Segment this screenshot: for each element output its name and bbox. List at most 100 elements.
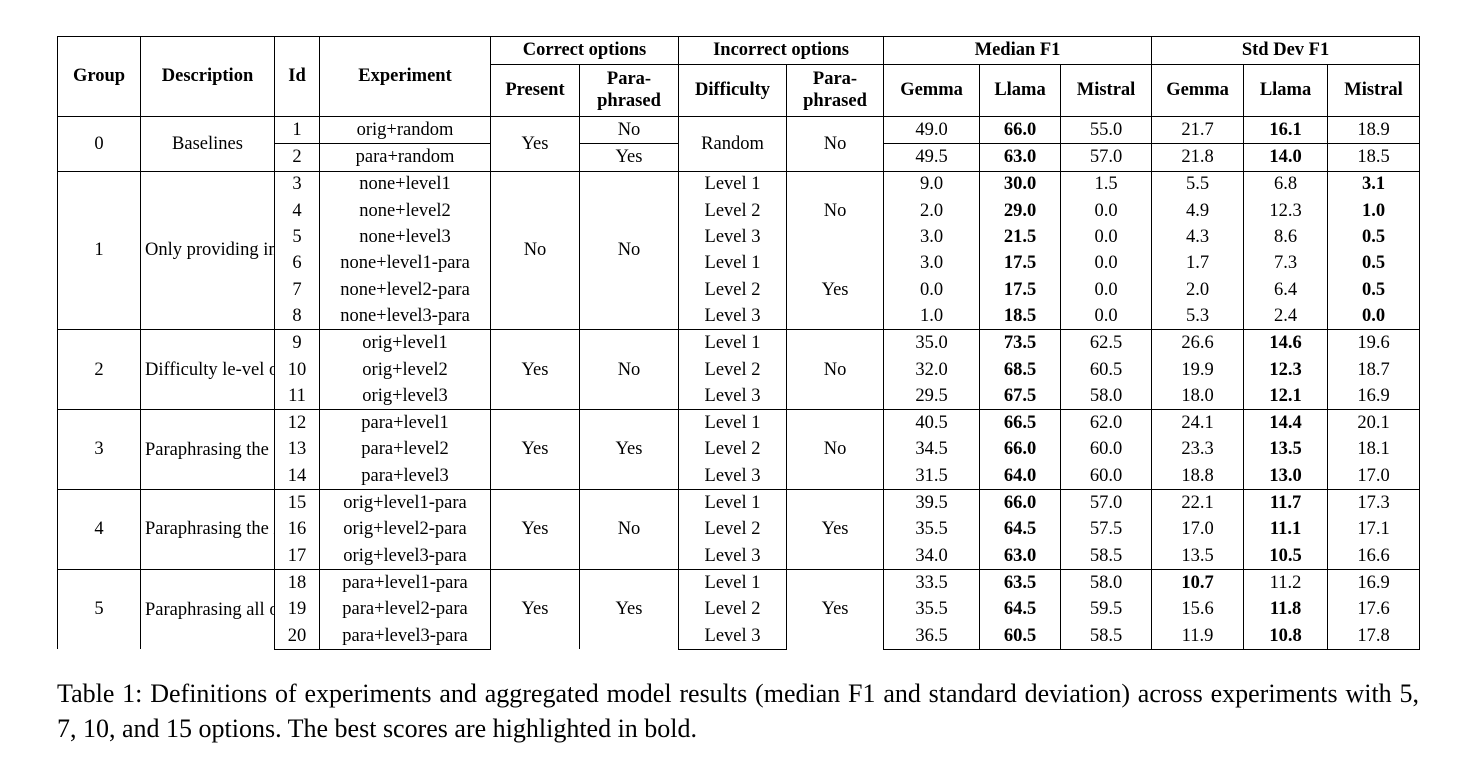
id-cell: 2 (274, 143, 320, 172)
median-llama-cell: 66.5 (979, 409, 1062, 437)
std-llama-cell: 13.5 (1243, 436, 1329, 463)
median-gemma-cell: 34.5 (883, 436, 981, 463)
experiment-cell: para+level1-para (319, 569, 491, 597)
median-mistral-cell: 0.0 (1060, 197, 1153, 225)
median-gemma-cell: 35.0 (883, 329, 981, 357)
median-llama-cell: 18.5 (979, 303, 1062, 330)
difficulty-cell: Level 1 (678, 170, 788, 198)
experiment-cell: orig+random (319, 115, 491, 144)
median-mistral-cell: 0.0 (1060, 303, 1153, 330)
median-llama-cell: 29.0 (979, 197, 1062, 225)
std-gemma-cell: 15.6 (1151, 596, 1245, 623)
table-row: 11 orig+level3 Level 3 29.5 67.5 58.0 18.0 12.1… (58, 382, 1421, 410)
header-std-llama: Llama (1243, 64, 1329, 117)
median-gemma-cell: 0.0 (883, 276, 981, 304)
difficulty-cell: Level 3 (678, 542, 788, 570)
std-gemma-cell: 18.8 (1151, 462, 1245, 490)
table-row: 13 para+level2 Level 2 34.5 66.0 60.0 23.3 13.5… (58, 436, 1421, 463)
header-id: Id (274, 36, 320, 117)
std-gemma-cell: 24.1 (1151, 409, 1245, 437)
experiment-cell: para+level2-para (319, 596, 491, 623)
median-llama-cell: 68.5 (979, 356, 1062, 383)
experiment-cell: none+level2 (319, 197, 491, 225)
header-std-dev-f1: Std Dev F1 (1151, 36, 1421, 65)
median-llama-cell: 60.5 (979, 622, 1062, 650)
table-row: 8 none+level3-para Level 3 1.0 18.5 0.0 5.3 2.4… (58, 303, 1421, 330)
median-llama-cell: 63.5 (979, 569, 1062, 597)
id-cell: 3 (274, 170, 320, 198)
std-mistral-cell: 0.5 (1327, 276, 1421, 304)
experiment-cell: none+level3-para (319, 303, 491, 330)
experiment-cell: para+level3-para (319, 622, 491, 650)
median-llama-cell: 63.0 (979, 542, 1062, 570)
id-cell: 20 (274, 622, 320, 650)
description-cell: Paraphrasing the incorrect options (140, 489, 275, 570)
id-cell: 7 (274, 276, 320, 304)
table-row: 6 none+level1-para Level 1 Yes 3.0 17.5 0.0 1.7… (58, 250, 1421, 330)
id-cell: 1 (274, 115, 320, 144)
std-gemma-cell: 22.1 (1151, 489, 1245, 517)
id-cell: 10 (274, 356, 320, 383)
experiment-cell: none+level1 (319, 170, 491, 198)
std-llama-cell: 11.1 (1243, 516, 1329, 543)
header-present: Present (490, 64, 580, 117)
median-mistral-cell: 0.0 (1060, 250, 1153, 277)
std-llama-cell: 11.8 (1243, 596, 1329, 623)
median-gemma-cell: 35.5 (883, 516, 981, 543)
difficulty-cell: Level 3 (678, 382, 788, 410)
std-mistral-cell: 0.0 (1327, 303, 1421, 330)
id-cell: 13 (274, 436, 320, 463)
group-cell: 0 (57, 116, 141, 172)
results-table: Group Description Id Experiment Correct … (57, 36, 1421, 650)
median-mistral-cell: 1.5 (1060, 170, 1153, 198)
header-incorrect-options: Incorrect options (678, 36, 885, 65)
experiment-cell: para+level2 (319, 436, 491, 463)
difficulty-cell: Level 1 (678, 569, 788, 597)
median-mistral-cell: 58.0 (1060, 382, 1153, 410)
median-mistral-cell: 57.5 (1060, 516, 1153, 543)
std-llama-cell: 14.6 (1243, 329, 1329, 357)
median-mistral-cell: 55.0 (1060, 115, 1153, 144)
table-row: 17 orig+level3-para Level 3 34.0 63.0 58.5 13.… (58, 542, 1421, 570)
table-caption: Table 1: Definitions of experiments and … (57, 679, 1419, 743)
std-llama-cell: 2.4 (1243, 303, 1329, 330)
difficulty-cell: Level 2 (678, 197, 788, 225)
id-cell: 14 (274, 462, 320, 490)
incorrect-para-cell: No (786, 409, 885, 490)
std-gemma-cell: 19.9 (1151, 356, 1245, 383)
header-experiment: Experiment (319, 36, 491, 117)
median-mistral-cell: 57.0 (1060, 489, 1153, 517)
std-mistral-cell: 20.1 (1327, 409, 1421, 437)
experiment-cell: none+level1-para (319, 250, 491, 277)
median-llama-cell: 66.0 (979, 436, 1062, 463)
group-cell: 3 (57, 409, 141, 490)
id-cell: 12 (274, 409, 320, 437)
std-llama-cell: 12.1 (1243, 382, 1329, 410)
table-row: 16 orig+level2-para Level 2 35.5 64.5 57.5 17.… (58, 516, 1421, 543)
median-mistral-cell: 0.0 (1060, 224, 1153, 251)
median-llama-cell: 64.5 (979, 516, 1062, 543)
std-mistral-cell: 0.5 (1327, 224, 1421, 251)
experiment-cell: orig+level1 (319, 329, 491, 357)
header-group: Group (57, 36, 141, 117)
group-cell: 1 (57, 170, 141, 330)
difficulty-cell: Level 1 (678, 409, 788, 437)
median-gemma-cell: 36.5 (883, 622, 981, 650)
std-mistral-cell: 19.6 (1327, 329, 1421, 357)
median-llama-cell: 17.5 (979, 276, 1062, 304)
present-cell: Yes (490, 409, 580, 490)
table-row: 10 orig+level2 Level 2 32.0 68.5 60.5 19.9 12.3… (58, 356, 1421, 383)
std-mistral-cell: 1.0 (1327, 197, 1421, 225)
description-cell: Paraphrasing the correct options (140, 409, 275, 490)
std-gemma-cell: 10.7 (1151, 569, 1245, 597)
median-mistral-cell: 58.5 (1060, 622, 1153, 650)
std-mistral-cell: 17.8 (1327, 622, 1421, 650)
difficulty-cell: Level 3 (678, 622, 788, 650)
median-gemma-cell: 31.5 (883, 462, 981, 490)
group-cell: 2 (57, 329, 141, 410)
experiment-cell: orig+level2 (319, 356, 491, 383)
median-mistral-cell: 62.5 (1060, 329, 1153, 357)
median-gemma-cell: 1.0 (883, 303, 981, 330)
difficulty-cell: Level 3 (678, 462, 788, 490)
